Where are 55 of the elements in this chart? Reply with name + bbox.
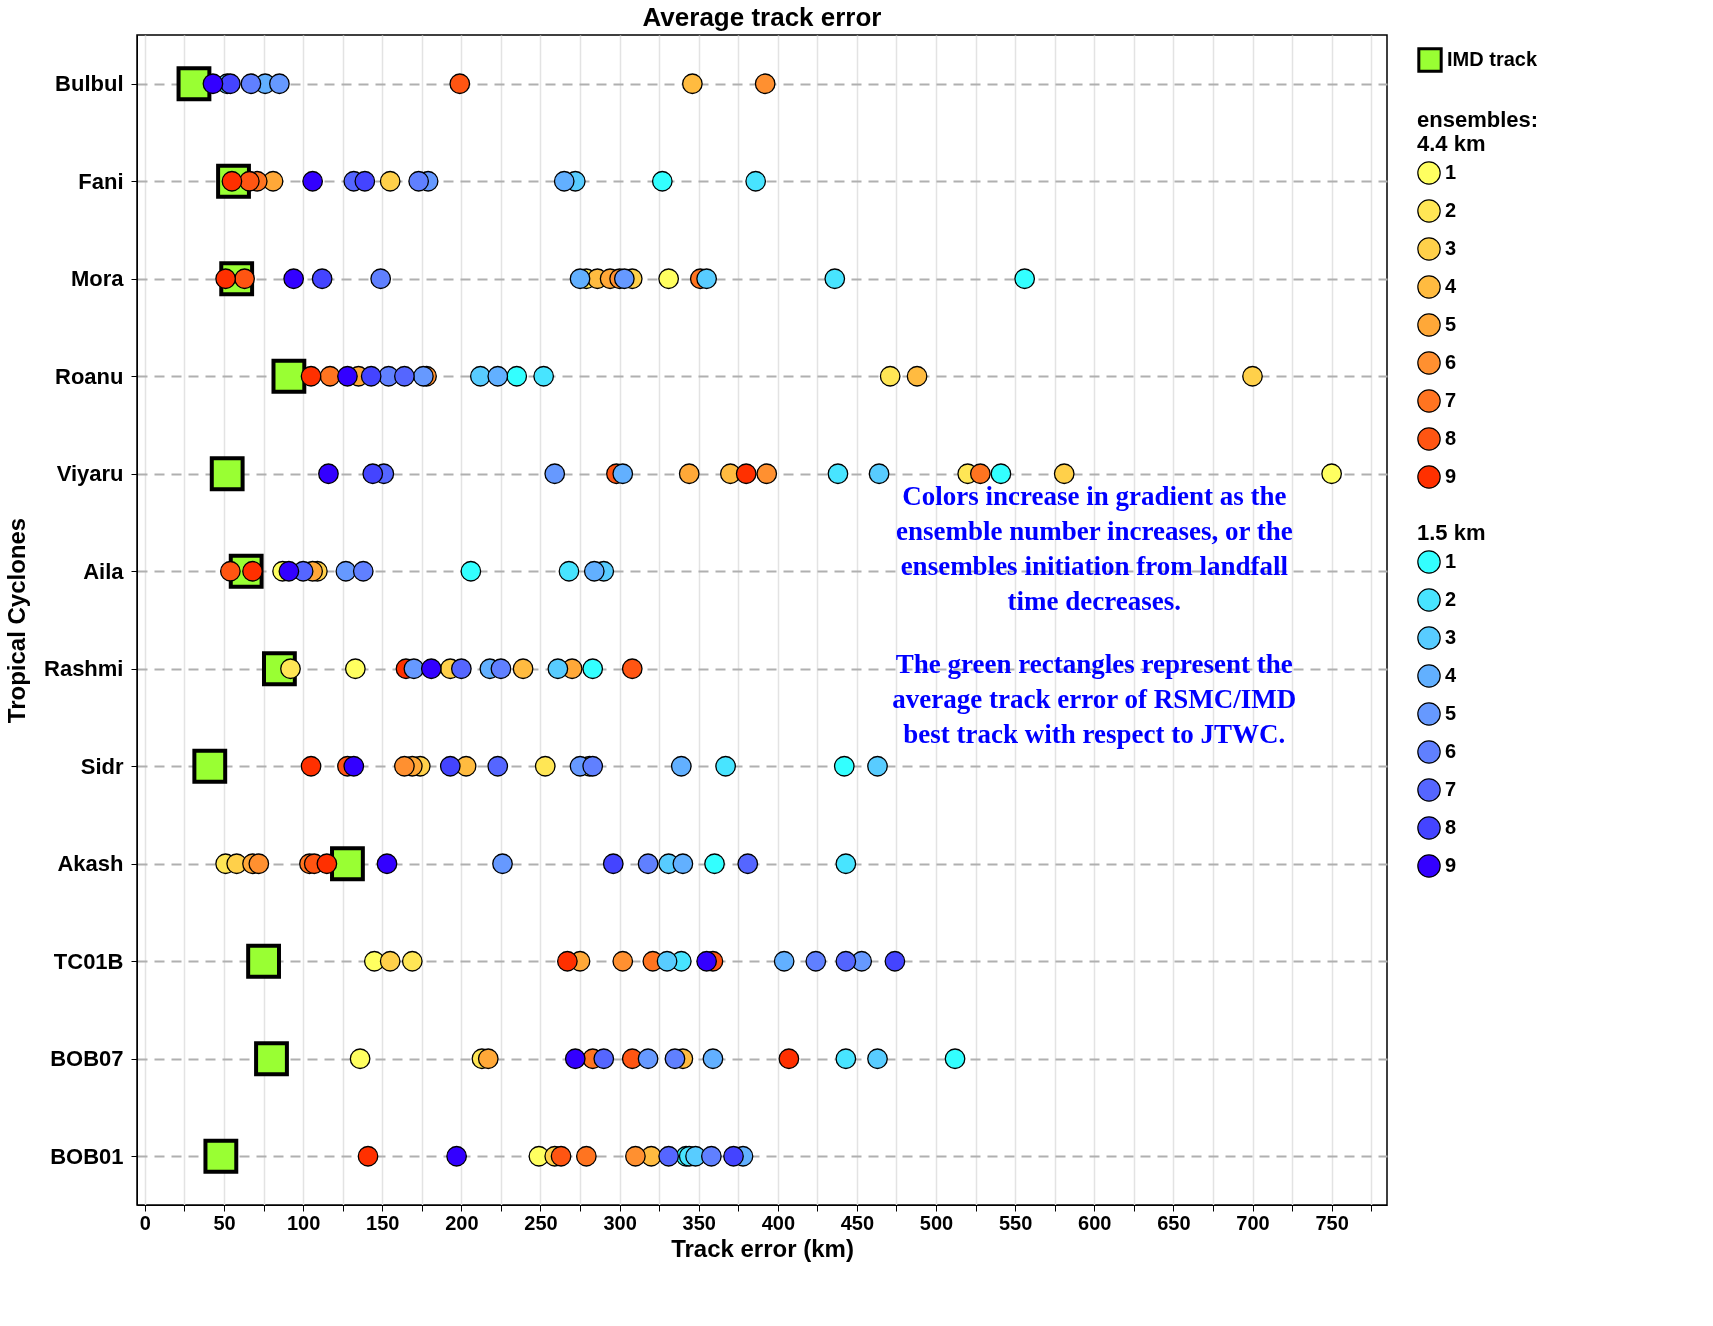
legend-label: 7: [1445, 389, 1457, 411]
x-tick-label: 0: [139, 1211, 151, 1234]
y-tick-label: Sidr: [80, 753, 124, 779]
y-tick-label: Roanu: [55, 363, 124, 389]
text: ensembles:: [1417, 107, 1539, 132]
legend-label: IMD track: [1447, 48, 1538, 70]
legend-label: 9: [1445, 465, 1457, 487]
x-tick-label: 100: [286, 1211, 321, 1234]
legend-label: 4: [1445, 275, 1457, 297]
legend-label: 8: [1445, 427, 1457, 449]
text: 4.4 km: [1417, 131, 1486, 156]
x-tick-label: 400: [761, 1211, 796, 1234]
annotation: The green rectangles represent the average track error of RSMC/IMD best track with respect to JTWC.: [892, 649, 1297, 750]
y-tick-label: BOB01: [50, 1143, 124, 1169]
y-tick-label: Fani: [78, 168, 124, 194]
legend-label: 5: [1445, 313, 1457, 335]
x-tick-label: 300: [603, 1211, 637, 1234]
annotation: Colors increase in gradient as the ensemble number increases, or the ensembles initiation from landfall time decreases.: [895, 481, 1293, 617]
legend-label: 3: [1445, 626, 1457, 648]
y-tick-label: Mora: [70, 266, 125, 292]
legend-label: 1: [1445, 161, 1457, 183]
chart-title: Average track error: [642, 2, 882, 32]
y-axis-title: Tropical Cyclones: [3, 517, 31, 724]
y-tick-label: Viyaru: [56, 461, 124, 487]
x-axis-title: Track error (km): [671, 1234, 854, 1262]
y-tick-label: Akash: [57, 851, 124, 877]
x-tick-label: 200: [445, 1211, 479, 1234]
legend-label: 2: [1445, 588, 1457, 610]
legend-label: 4: [1445, 664, 1457, 686]
x-tick-label: 700: [1236, 1211, 1270, 1234]
y-tick-label: TC01B: [53, 948, 124, 974]
legend-label: 9: [1445, 854, 1457, 876]
legend-label: 6: [1445, 351, 1457, 373]
legend-label: 3: [1445, 237, 1457, 259]
text: 1.5 km: [1417, 520, 1486, 545]
legend-label: 1: [1445, 550, 1457, 572]
x-tick-label: 50: [213, 1211, 236, 1234]
x-tick-label: 750: [1315, 1211, 1349, 1234]
x-tick-label: 650: [1157, 1211, 1191, 1234]
x-tick-label: 150: [366, 1211, 400, 1234]
legend-label: 5: [1445, 702, 1457, 724]
legend-label: 2: [1445, 199, 1457, 221]
x-tick-label: 450: [840, 1211, 875, 1234]
x-tick-label: 550: [998, 1211, 1033, 1234]
y-tick-label: Bulbul: [55, 71, 124, 97]
x-tick-label: 600: [1078, 1211, 1112, 1234]
legend-label: 6: [1445, 740, 1457, 762]
legend-label: 8: [1445, 816, 1457, 838]
x-tick-label: 250: [524, 1211, 558, 1234]
x-tick-label: 500: [919, 1211, 954, 1234]
y-tick-label: Aila: [83, 558, 125, 584]
legend-label: 7: [1445, 778, 1457, 800]
y-tick-label: BOB07: [50, 1046, 124, 1072]
y-tick-label: Rashmi: [44, 656, 124, 682]
x-tick-label: 350: [682, 1211, 716, 1234]
